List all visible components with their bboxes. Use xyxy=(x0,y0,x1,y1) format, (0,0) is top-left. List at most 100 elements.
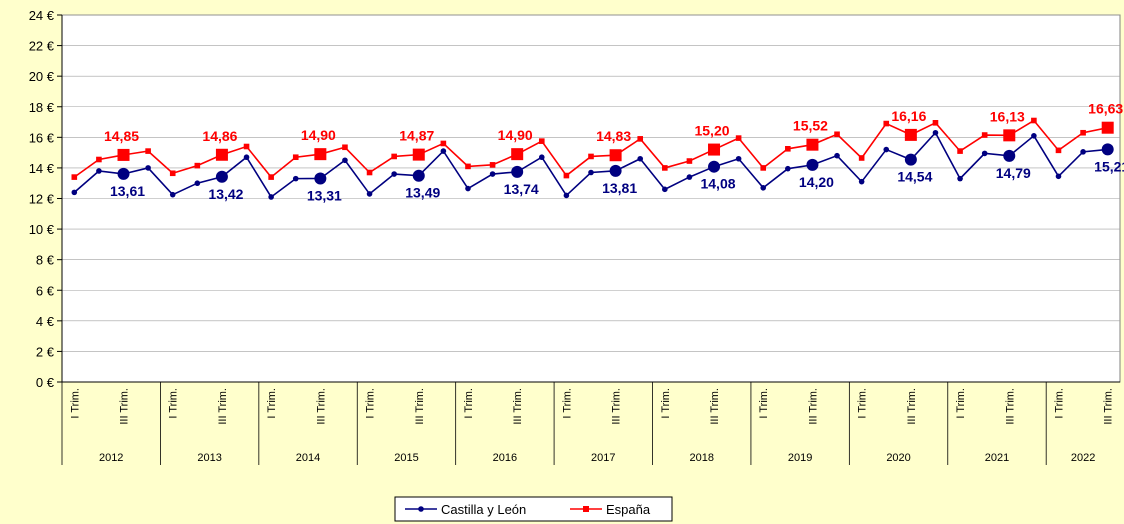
marker xyxy=(538,138,545,144)
marker xyxy=(268,174,274,180)
year-label: 2014 xyxy=(296,452,320,464)
marker xyxy=(686,158,693,164)
marker xyxy=(883,120,890,127)
y-tick-label: 4 € xyxy=(36,314,55,329)
marker xyxy=(169,170,176,177)
marker xyxy=(511,148,524,161)
marker xyxy=(511,165,524,178)
marker xyxy=(858,155,865,161)
year-label: 2020 xyxy=(886,452,910,464)
x-tick-label: I Trim. xyxy=(561,388,573,419)
marker xyxy=(391,171,397,177)
y-tick-label: 14 € xyxy=(29,161,55,176)
year-label: 2018 xyxy=(689,452,713,464)
year-label: 2015 xyxy=(394,452,418,464)
marker xyxy=(1101,143,1114,156)
legend-marker xyxy=(418,506,424,512)
marker xyxy=(440,140,447,147)
marker xyxy=(1080,129,1086,136)
legend-label: Castilla y León xyxy=(441,502,526,517)
marker xyxy=(215,148,228,161)
value-label: 14,90 xyxy=(301,127,336,143)
marker xyxy=(465,163,471,170)
marker xyxy=(71,174,78,180)
x-tick-label: I Trim. xyxy=(955,388,967,419)
marker xyxy=(834,152,840,159)
y-tick-label: 0 € xyxy=(36,375,55,390)
marker xyxy=(117,167,130,180)
x-tick-label: III Trim. xyxy=(1004,388,1016,425)
marker xyxy=(489,162,496,168)
marker xyxy=(563,192,570,199)
marker xyxy=(96,168,102,174)
marker xyxy=(686,174,693,180)
y-tick-label: 20 € xyxy=(29,69,55,84)
marker xyxy=(117,148,130,161)
x-tick-label: I Trim. xyxy=(660,388,672,419)
value-label: 14,87 xyxy=(399,128,434,144)
value-label: 13,42 xyxy=(208,186,243,202)
value-label: 13,31 xyxy=(307,187,342,203)
marker xyxy=(243,143,250,150)
marker xyxy=(489,171,496,177)
marker xyxy=(785,165,791,172)
marker xyxy=(806,138,819,151)
marker xyxy=(957,148,963,154)
marker xyxy=(904,153,917,166)
marker xyxy=(1003,149,1016,162)
x-tick-label: III Trim. xyxy=(1103,388,1115,425)
x-tick-label: I Trim. xyxy=(463,388,475,419)
marker xyxy=(588,169,594,176)
y-tick-label: 2 € xyxy=(36,344,55,359)
marker xyxy=(71,189,78,196)
value-label: 16,16 xyxy=(891,108,926,124)
x-tick-label: III Trim. xyxy=(414,388,426,425)
y-tick-label: 8 € xyxy=(36,253,55,268)
y-tick-label: 22 € xyxy=(29,39,55,54)
x-tick-label: I Trim. xyxy=(365,388,377,419)
y-tick-label: 12 € xyxy=(29,192,55,207)
x-tick-label: III Trim. xyxy=(709,388,721,425)
marker xyxy=(194,162,201,169)
marker xyxy=(637,155,644,162)
x-tick-label: III Trim. xyxy=(611,388,623,425)
x-tick-label: I Trim. xyxy=(168,388,180,419)
value-label: 14,79 xyxy=(996,165,1031,181)
marker xyxy=(243,154,250,161)
x-tick-label: III Trim. xyxy=(512,388,524,425)
year-label: 2012 xyxy=(99,452,123,464)
year-label: 2022 xyxy=(1071,452,1095,464)
x-tick-label: I Trim. xyxy=(758,388,770,419)
marker xyxy=(314,148,327,161)
marker xyxy=(194,180,201,187)
value-label: 13,81 xyxy=(602,180,637,196)
marker xyxy=(932,129,939,136)
marker xyxy=(806,158,819,171)
marker xyxy=(637,136,644,142)
marker xyxy=(609,149,622,162)
legend-label: España xyxy=(606,502,651,517)
marker xyxy=(708,160,721,173)
marker xyxy=(563,172,570,179)
y-tick-label: 16 € xyxy=(29,130,55,145)
marker xyxy=(1055,147,1062,154)
value-label: 15,52 xyxy=(793,118,828,134)
value-label: 14,90 xyxy=(498,127,533,143)
value-label: 13,74 xyxy=(504,181,539,197)
marker xyxy=(785,146,791,152)
legend-marker xyxy=(583,506,589,512)
marker xyxy=(145,165,151,171)
marker xyxy=(366,169,373,176)
marker xyxy=(858,178,865,185)
marker xyxy=(465,185,471,192)
marker xyxy=(1101,121,1114,134)
marker xyxy=(662,165,668,171)
marker xyxy=(1003,129,1016,142)
marker xyxy=(1055,173,1062,180)
marker xyxy=(538,154,545,161)
marker xyxy=(760,184,767,191)
y-tick-label: 6 € xyxy=(36,283,55,298)
value-label: 13,49 xyxy=(405,185,440,201)
x-tick-label: III Trim. xyxy=(315,388,327,425)
year-label: 2019 xyxy=(788,452,812,464)
